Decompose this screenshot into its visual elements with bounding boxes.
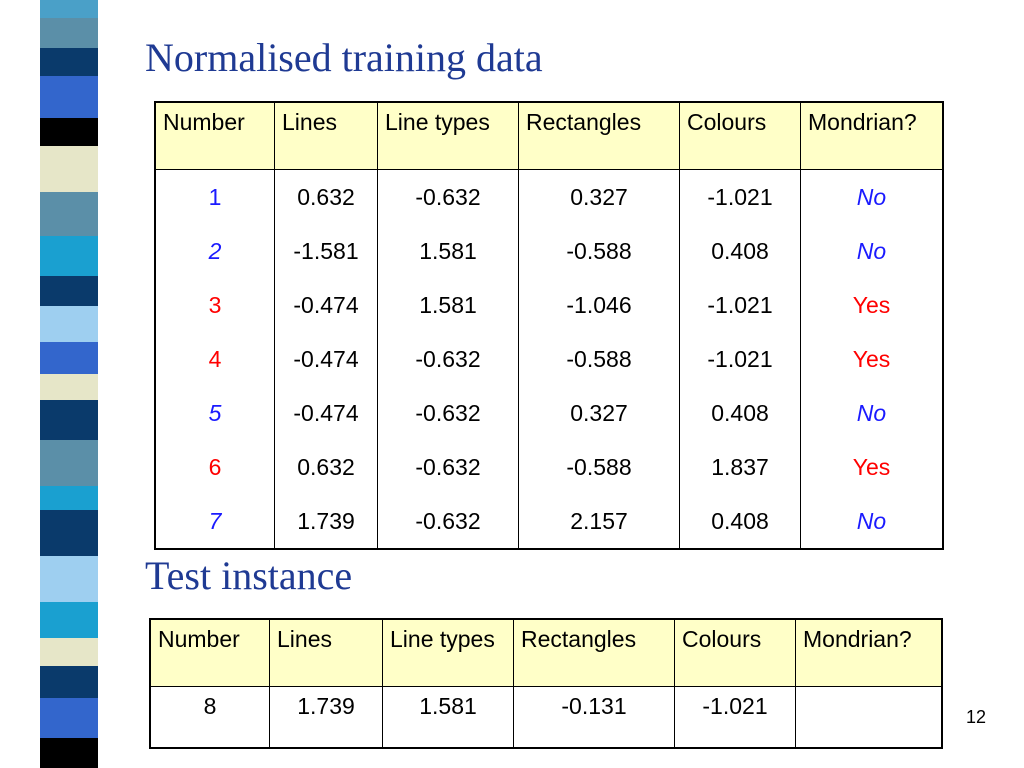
- cell-colours: 0.408: [679, 386, 801, 440]
- table-row: 8 1.739 1.581 -0.131 -1.021: [149, 686, 943, 748]
- cell-number: 5: [154, 386, 275, 440]
- header-mondrian: Mondrian?: [800, 101, 944, 170]
- cell-line-types: -0.632: [377, 169, 519, 224]
- cell-number: 7: [154, 494, 275, 549]
- header-line-types: Line types: [377, 101, 519, 170]
- table-row: 3 -0.474 1.581 -1.046 -1.021 Yes: [154, 278, 944, 332]
- cell-number: 3: [154, 278, 275, 332]
- cell-line-types: -0.632: [377, 440, 519, 494]
- cell-mondrian: Yes: [800, 278, 944, 332]
- cell-colours: 0.408: [679, 494, 801, 549]
- table-header-row: Number Lines Line types Rectangles Colou…: [154, 101, 944, 170]
- header-lines: Lines: [269, 618, 383, 687]
- slide-title: Normalised training data: [145, 35, 543, 80]
- table-row: 7 1.739 -0.632 2.157 0.408 No: [154, 494, 944, 549]
- page-number: 12: [966, 707, 987, 727]
- cell-lines: -0.474: [274, 386, 378, 440]
- cell-lines: 1.739: [274, 494, 378, 549]
- cell-rectangles: 0.327: [518, 386, 680, 440]
- cell-line-types: 1.581: [377, 278, 519, 332]
- cell-mondrian: No: [800, 386, 944, 440]
- cell-line-types: -0.632: [377, 332, 519, 386]
- cell-rectangles: -0.588: [518, 224, 680, 278]
- header-number: Number: [154, 101, 275, 170]
- cell-rectangles: -1.046: [518, 278, 680, 332]
- cell-rectangles: -0.131: [513, 686, 675, 748]
- table-row: 5 -0.474 -0.632 0.327 0.408 No: [154, 386, 944, 440]
- cell-number: 2: [154, 224, 275, 278]
- cell-lines: -0.474: [274, 278, 378, 332]
- cell-colours: 1.837: [679, 440, 801, 494]
- table-row: 2 -1.581 1.581 -0.588 0.408 No: [154, 224, 944, 278]
- table-header-row: Number Lines Line types Rectangles Colou…: [149, 618, 943, 687]
- cell-line-types: -0.632: [377, 386, 519, 440]
- cell-rectangles: 2.157: [518, 494, 680, 549]
- cell-mondrian: No: [800, 494, 944, 549]
- cell-colours: -1.021: [679, 169, 801, 224]
- table-row: 6 0.632 -0.632 -0.588 1.837 Yes: [154, 440, 944, 494]
- cell-mondrian: Yes: [800, 332, 944, 386]
- cell-colours: 0.408: [679, 224, 801, 278]
- header-colours: Colours: [674, 618, 796, 687]
- cell-lines: 0.632: [274, 169, 378, 224]
- test-instance-table: Number Lines Line types Rectangles Colou…: [149, 618, 943, 749]
- cell-mondrian: Yes: [800, 440, 944, 494]
- header-rectangles: Rectangles: [518, 101, 680, 170]
- cell-rectangles: -0.588: [518, 332, 680, 386]
- header-line-types: Line types: [382, 618, 514, 687]
- header-rectangles: Rectangles: [513, 618, 675, 687]
- cell-rectangles: 0.327: [518, 169, 680, 224]
- cell-mondrian: [795, 686, 943, 748]
- cell-line-types: 1.581: [377, 224, 519, 278]
- cell-mondrian: No: [800, 169, 944, 224]
- cell-line-types: 1.581: [382, 686, 514, 748]
- cell-lines: -1.581: [274, 224, 378, 278]
- header-colours: Colours: [679, 101, 801, 170]
- cell-line-types: -0.632: [377, 494, 519, 549]
- cell-number: 1: [154, 169, 275, 224]
- header-mondrian: Mondrian?: [795, 618, 943, 687]
- cell-colours: -1.021: [674, 686, 796, 748]
- table-row: 4 -0.474 -0.632 -0.588 -1.021 Yes: [154, 332, 944, 386]
- cell-number: 6: [154, 440, 275, 494]
- cell-lines: 1.739: [269, 686, 383, 748]
- cell-number: 4: [154, 332, 275, 386]
- header-number: Number: [149, 618, 270, 687]
- cell-lines: 0.632: [274, 440, 378, 494]
- cell-colours: -1.021: [679, 332, 801, 386]
- cell-lines: -0.474: [274, 332, 378, 386]
- test-instance-heading: Test instance: [145, 553, 353, 598]
- training-data-table: Number Lines Line types Rectangles Colou…: [154, 101, 944, 550]
- header-lines: Lines: [274, 101, 378, 170]
- cell-rectangles: -0.588: [518, 440, 680, 494]
- table-row: 1 0.632 -0.632 0.327 -1.021 No: [154, 169, 944, 224]
- decorative-color-strip: [40, 0, 98, 768]
- cell-colours: -1.021: [679, 278, 801, 332]
- cell-number: 8: [149, 686, 270, 748]
- cell-mondrian: No: [800, 224, 944, 278]
